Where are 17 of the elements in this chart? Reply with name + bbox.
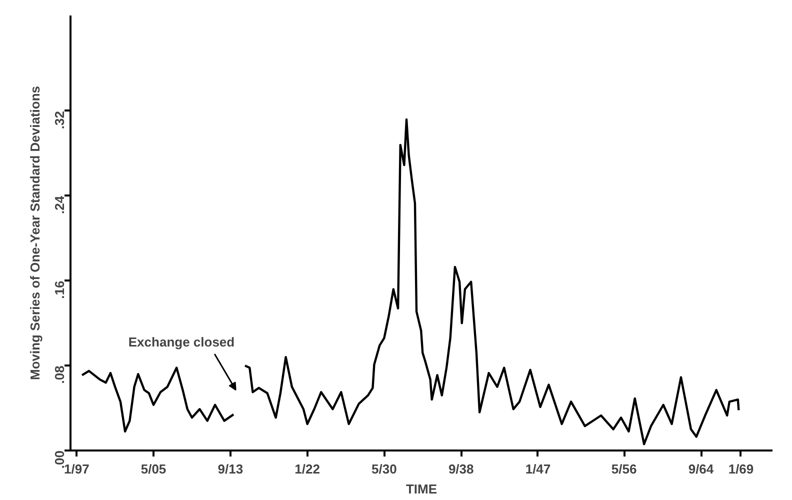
x-tick-label: 9/64 [688,462,714,476]
x-tick-label: 1/69 [728,462,754,476]
x-tick-label: 9/38 [448,462,474,476]
x-tick-label: 5/56 [611,462,637,476]
y-tick-label: .24 [52,195,67,214]
x-tick-label: 1/97 [64,462,90,476]
x-axis-title: TIME [406,482,438,496]
annotation: Exchange closed [128,334,235,350]
y-tick-label: .32 [52,110,67,130]
y-tick-label: .08 [52,366,67,384]
x-tick-label: 5/05 [140,462,166,476]
x-tick-label: 1/22 [294,462,320,476]
x-tick-label: 1/47 [525,462,551,476]
y-axis-title: Moving Series of One-Year Standard Deviations [28,86,42,380]
x-tick-label: 5/30 [372,462,397,476]
y-tick-label: .16 [52,280,67,299]
x-tick-label: 9/13 [218,462,244,476]
